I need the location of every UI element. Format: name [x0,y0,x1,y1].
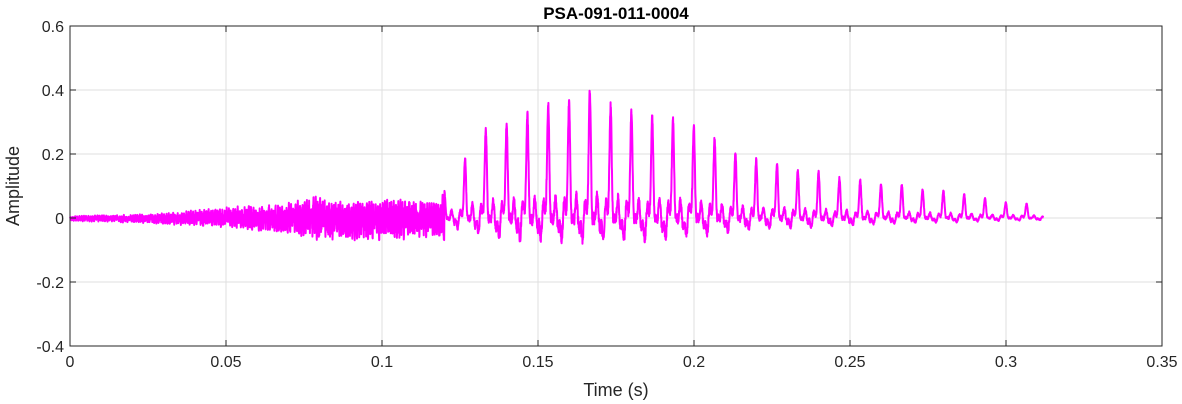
x-tick-label: 0.2 [683,354,705,371]
x-tick-label: 0.05 [210,354,241,371]
y-tick-label: 0 [55,211,64,228]
chart-title: PSA-091-011-0004 [543,4,689,23]
x-tick-label: 0.1 [371,354,393,371]
y-axis-label: Amplitude [3,146,23,226]
x-tick-label: 0.15 [522,354,553,371]
waveform-series [69,89,1045,245]
axes-box [69,25,1163,347]
y-tick-label: 0.6 [42,19,64,36]
x-tick-label: 0 [66,354,75,371]
y-tick-label: -0.2 [36,275,64,292]
plot-background [70,26,1162,346]
y-tick-label: -0.4 [36,339,64,356]
x-axis-label: Time (s) [583,380,648,400]
y-tick-label: 0.2 [42,147,64,164]
x-tick-label: 0.3 [995,354,1017,371]
x-tick-label: 0.25 [834,354,865,371]
x-tick-labels: 0 0.05 0.1 0.15 0.2 0.25 0.3 0.35 [66,354,1178,371]
axis-ticks [69,25,1163,347]
x-tick-label: 0.35 [1146,354,1177,371]
y-tick-labels: -0.4 -0.2 0 0.2 0.4 0.6 [36,19,64,356]
y-tick-label: 0.4 [42,83,64,100]
waveform-line [69,89,1045,245]
